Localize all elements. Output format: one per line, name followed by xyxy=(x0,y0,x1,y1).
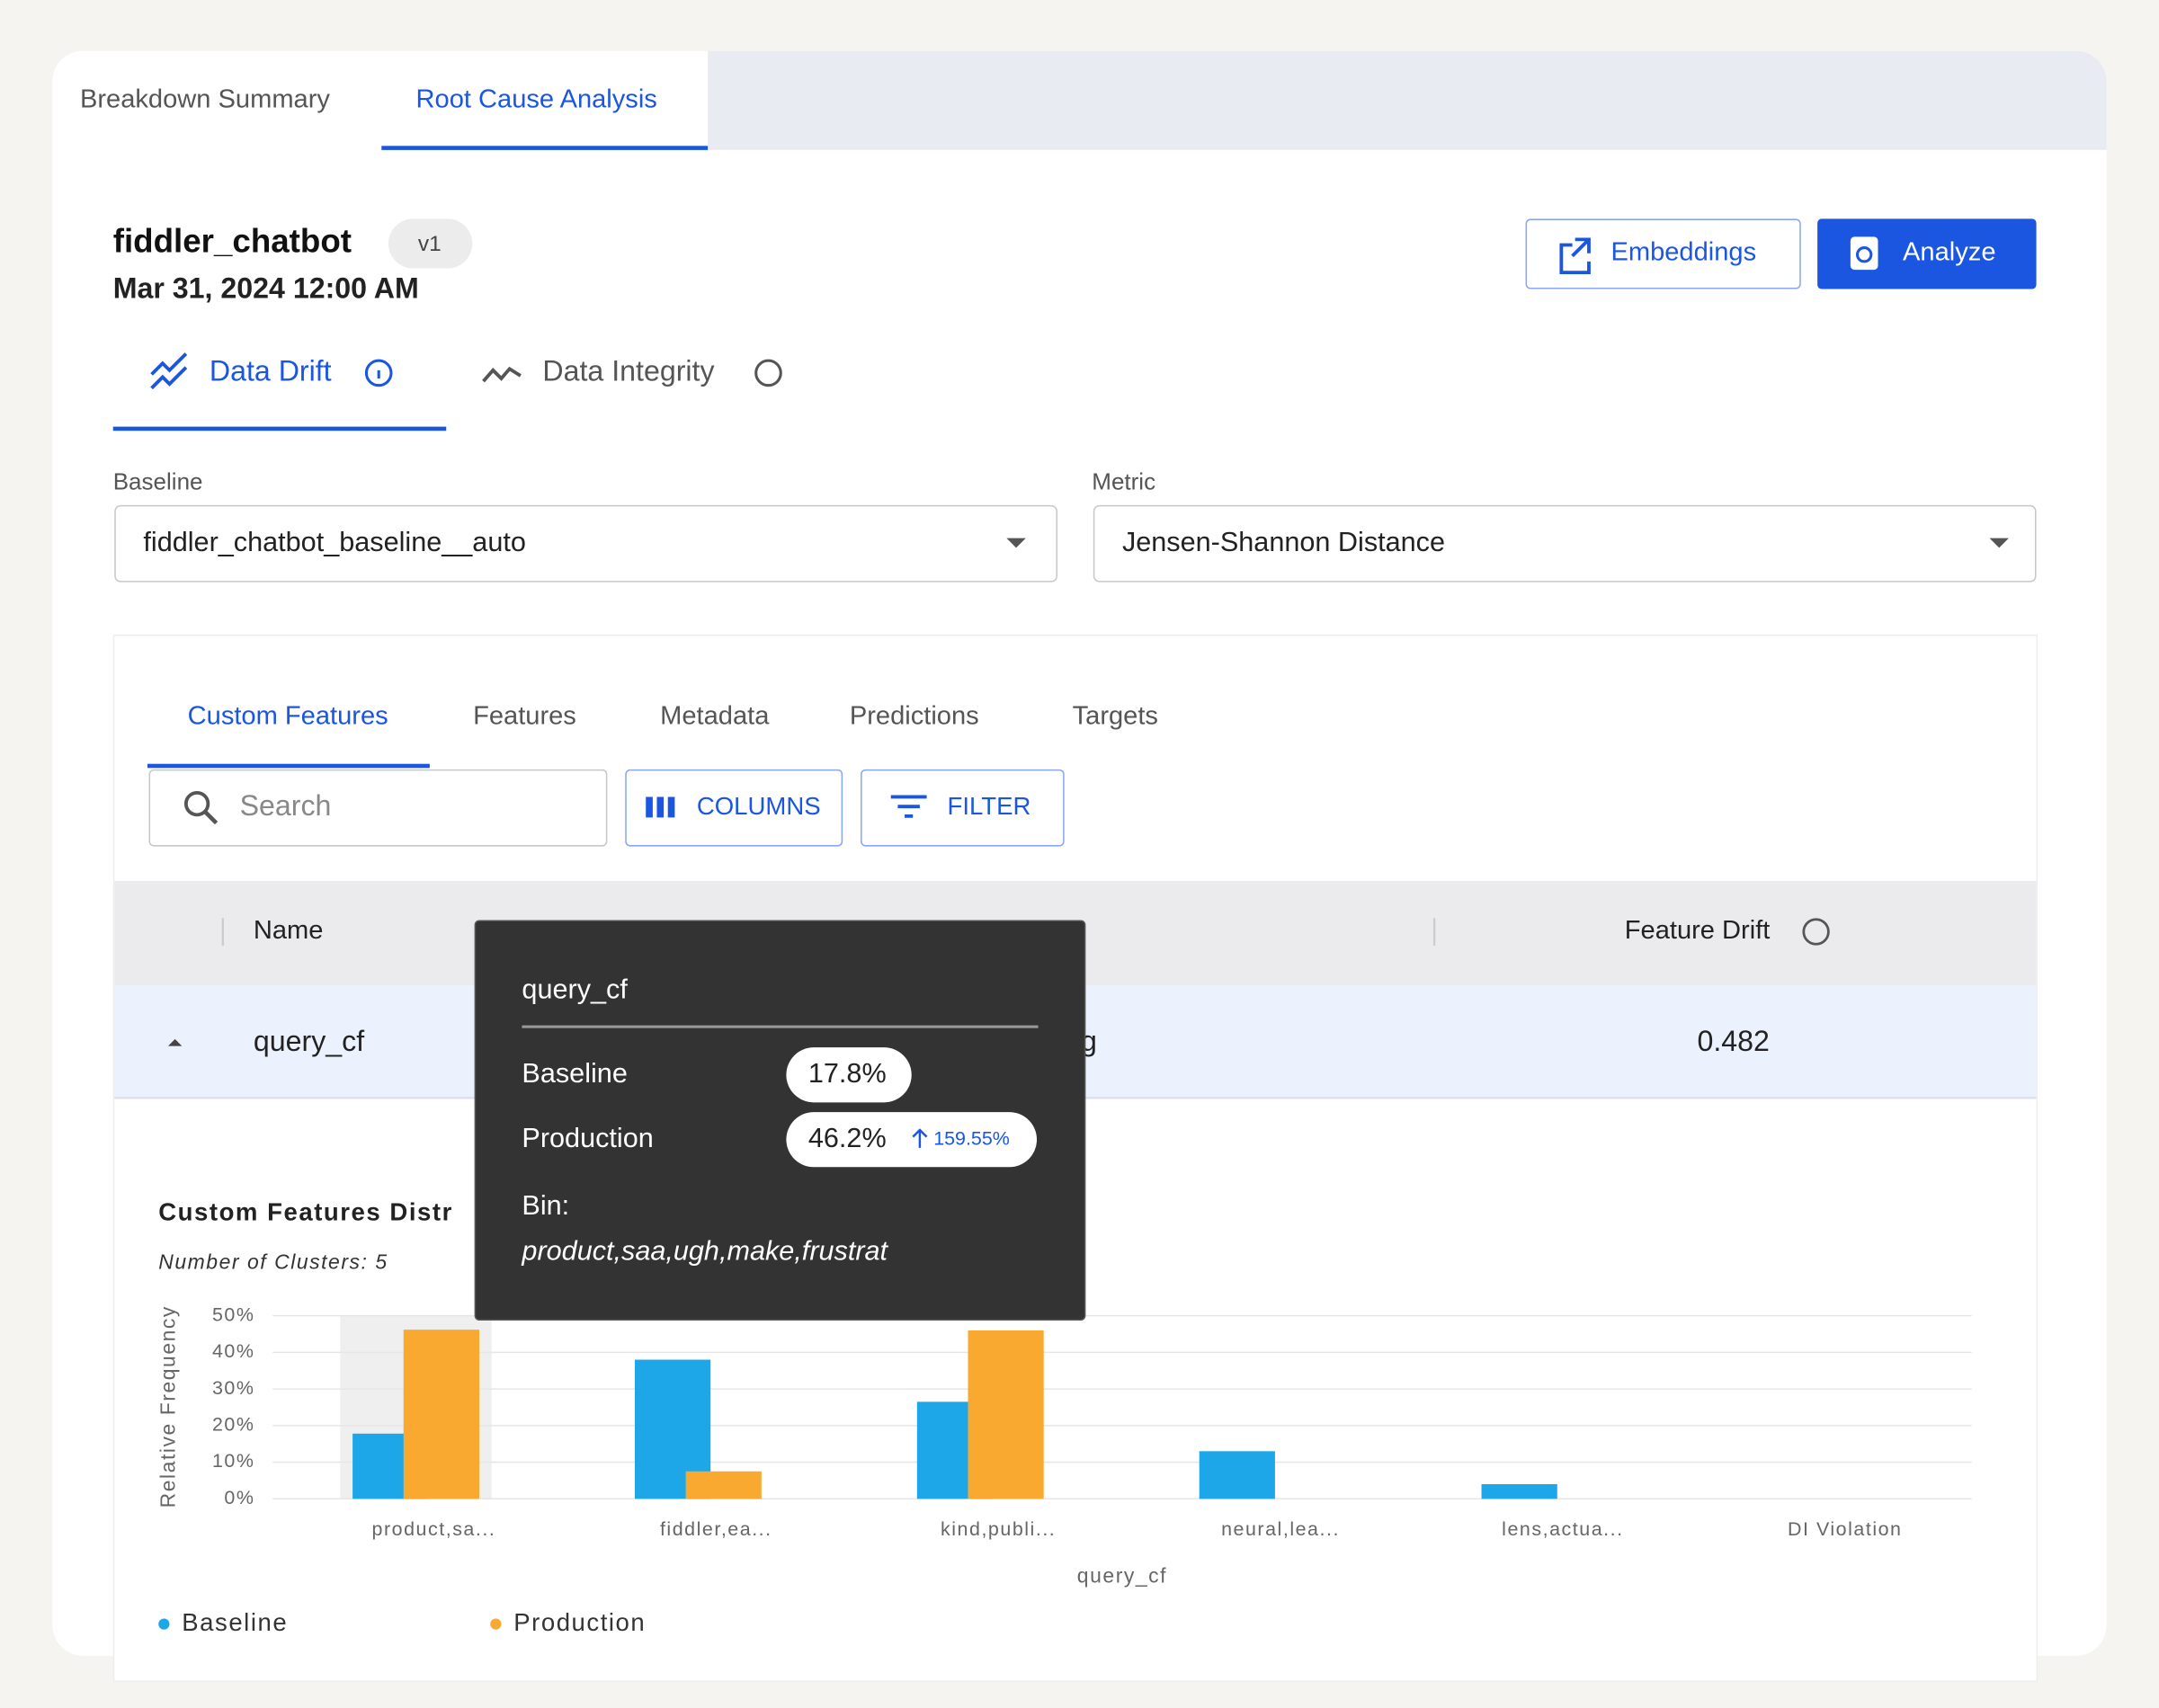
info-icon-i xyxy=(377,369,380,379)
date: Mar 31, 2024 12:00 AM xyxy=(113,272,419,305)
legend-label: Production xyxy=(513,1608,646,1636)
info-icon xyxy=(364,359,393,387)
baseline-select[interactable] xyxy=(114,504,1058,583)
subtab-active[interactable]: Data Drift xyxy=(210,354,332,387)
filter-label[interactable]: FILTER xyxy=(948,792,1031,820)
tooltip-bin: product,saa,ugh,make,frustrat xyxy=(521,1235,888,1266)
expand-arrow[interactable] xyxy=(167,1038,183,1046)
y-axis-label: Relative Frequency xyxy=(156,1305,180,1508)
analyze-button[interactable] xyxy=(1817,218,2037,289)
column-divider xyxy=(1432,918,1436,946)
drift-icon xyxy=(150,352,188,390)
feature-tab[interactable]: Metadata xyxy=(660,701,770,730)
embeddings-label[interactable]: Embeddings xyxy=(1610,237,1756,266)
analyze-label[interactable]: Analyze xyxy=(1903,237,1995,266)
feature-tab[interactable]: Targets xyxy=(1073,701,1158,730)
x-tick-label: fiddler,ea... xyxy=(660,1518,772,1540)
model-name: fiddler_chatbot xyxy=(113,223,352,260)
subtab[interactable]: Data Integrity xyxy=(542,354,714,387)
x-tick-label: DI Violation xyxy=(1788,1518,1903,1540)
y-tick-label: 10% xyxy=(212,1450,254,1472)
select-value: Jensen-Shannon Distance xyxy=(1122,527,1445,557)
field-label: Metric xyxy=(1092,467,1155,494)
x-tick-label: neural,lea... xyxy=(1221,1518,1340,1540)
y-tick-label: 30% xyxy=(212,1377,254,1399)
legend-label: Baseline xyxy=(182,1608,288,1636)
x-tick-label: kind,publi... xyxy=(941,1518,1056,1540)
column-header: Feature Drift xyxy=(1625,916,1771,945)
x-tick-label: lens,actua... xyxy=(1502,1518,1623,1540)
tooltip-label: Production xyxy=(522,1123,653,1153)
tooltip-value: 46.2% xyxy=(808,1123,887,1153)
column-divider xyxy=(221,918,224,946)
tooltip-label: Baseline xyxy=(522,1058,627,1089)
search-box[interactable] xyxy=(148,769,608,847)
feature-tab[interactable]: Predictions xyxy=(850,701,979,730)
tab-bar-fill xyxy=(708,50,2107,150)
columns-label[interactable]: COLUMNS xyxy=(697,792,821,820)
chart: 0% 10% 20% 30% 40% 50% product,sa... fiddler,ea… xyxy=(158,1303,1972,1636)
dropdown-arrow xyxy=(1006,538,1026,548)
external-icon xyxy=(1559,237,1591,275)
x-axis-label: query_cf xyxy=(1077,1564,1167,1588)
analyze-icon xyxy=(1850,236,1878,271)
metric-select[interactable] xyxy=(1093,504,2037,583)
up-arrow xyxy=(912,1128,928,1148)
bar xyxy=(968,1330,1044,1499)
search-placeholder: Search xyxy=(240,789,332,822)
tooltip: query_cf Baseline 17.8% Production 46.2%… xyxy=(474,920,1086,1321)
tooltip-box xyxy=(474,920,1086,1321)
tooltip-value: 17.8% xyxy=(808,1058,887,1089)
filter-icon xyxy=(890,795,927,818)
tooltip-rule xyxy=(522,1025,1039,1028)
x-tick-label: product,sa... xyxy=(372,1518,496,1540)
tooltip-label: Bin: xyxy=(522,1190,569,1221)
columns-icon xyxy=(646,796,675,818)
analyze-icon-lens xyxy=(1855,246,1873,263)
subtab-underline xyxy=(112,426,447,431)
version-chip xyxy=(388,218,473,269)
bar xyxy=(1481,1483,1557,1499)
bar xyxy=(1199,1451,1275,1499)
version: v1 xyxy=(418,232,442,256)
columns-button[interactable] xyxy=(625,769,843,847)
tab-underline xyxy=(381,146,709,150)
feature-tabs: Custom Features Features Metadata Predictio… xyxy=(188,701,1158,730)
y-tick-label: 20% xyxy=(212,1413,254,1435)
chart-title: Custom Features Distr xyxy=(158,1198,453,1226)
feature-tab[interactable]: Features xyxy=(473,701,576,730)
column-header: Name xyxy=(254,916,324,945)
tooltip-chip xyxy=(786,1112,1038,1168)
search-icon xyxy=(183,790,210,817)
legend-dot xyxy=(158,1618,170,1630)
tab[interactable]: Breakdown Summary xyxy=(80,85,330,113)
embeddings-button[interactable] xyxy=(1525,218,1801,289)
feature-tab-underline xyxy=(147,763,430,769)
integrity-icon xyxy=(482,366,522,383)
dropdown-arrow xyxy=(1989,538,2009,548)
field-label: Baseline xyxy=(113,467,203,494)
search-icon-handle xyxy=(203,810,219,825)
y-tick-label: 0% xyxy=(224,1487,254,1508)
bar xyxy=(685,1471,762,1499)
row-name: query_cf xyxy=(254,1025,364,1057)
select-value: fiddler_chatbot_baseline__auto xyxy=(143,527,525,557)
feature-tab-active[interactable]: Custom Features xyxy=(188,701,388,730)
chart-subtitle: Number of Clusters: 5 xyxy=(158,1250,388,1274)
filter-button[interactable] xyxy=(861,769,1065,847)
legend-dot xyxy=(490,1618,502,1630)
row-drift: 0.482 xyxy=(1698,1025,1770,1057)
bar xyxy=(403,1330,479,1499)
tooltip-change: 159.55% xyxy=(933,1127,1010,1149)
y-tick-label: 40% xyxy=(212,1340,254,1362)
tooltip-title: query_cf xyxy=(522,974,628,1004)
info-icon xyxy=(1802,918,1830,946)
tab-active[interactable]: Root Cause Analysis xyxy=(416,85,657,113)
info-icon xyxy=(754,359,782,387)
y-tick-label: 50% xyxy=(212,1303,254,1325)
tooltip-chip xyxy=(786,1047,912,1103)
